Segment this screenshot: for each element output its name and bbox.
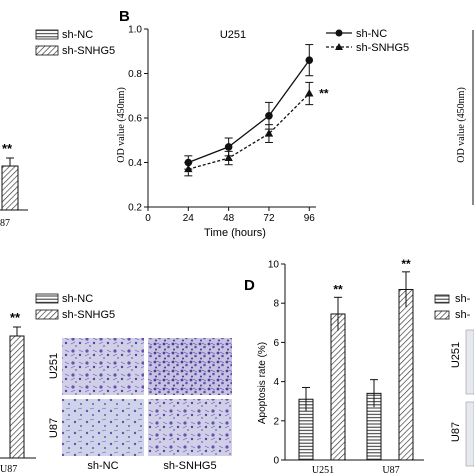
- data-point-triangle: [305, 89, 314, 97]
- tick-label-fragment: U87: [0, 464, 17, 474]
- legend-label-sh-nc: sh-NC: [62, 29, 93, 41]
- legend-swatch-sh-snhg5: [35, 309, 59, 320]
- legend-label-sh-nc: sh-NC: [62, 293, 93, 305]
- line-chart-axes: 0.2 0.4 0.6 0.8 1.0 0 24 48 72 96: [128, 25, 316, 224]
- fragment-right-top: OD value (450nm): [456, 30, 474, 205]
- panel-label-b: B: [119, 8, 130, 25]
- line-y-axis-label: OD value (450nm): [116, 87, 127, 163]
- bar-u251-sh-snhg5: [330, 313, 346, 461]
- chart-title: U251: [220, 29, 246, 41]
- line-x-axis-label: Time (hours): [204, 227, 266, 239]
- micrograph-col-label-sh-snhg5: sh-SNHG5: [163, 460, 216, 472]
- significance-mark: **: [2, 141, 13, 156]
- micrograph-u251-sh-snhg5: [148, 338, 232, 395]
- legend-label-sh-snhg5: sh-SNHG5: [356, 42, 409, 54]
- panel-label-d: D: [244, 277, 255, 294]
- line-x-tick-label: 72: [263, 213, 275, 224]
- legend-swatch-sh-nc: [35, 29, 59, 40]
- flow-plot-fragment: [465, 329, 474, 395]
- data-point-triangle: [224, 153, 233, 162]
- micrograph-u87-sh-snhg5: [148, 399, 232, 456]
- bar-y-tick-label: 6: [273, 338, 279, 349]
- data-point-triangle: [184, 164, 193, 173]
- legend-swatch-fragment: [434, 294, 450, 304]
- micrograph-row-label-u87: U87: [48, 418, 60, 438]
- legend-label-fragment: sh-: [455, 309, 471, 321]
- line-x-tick-label: 0: [145, 213, 151, 224]
- bar-y-tick-label: 10: [268, 260, 280, 271]
- panel-b: B U251 0.2 0.4 0.6 0.8 1.0 0 24 48 72 96 ** Time …: [116, 8, 409, 239]
- line-y-tick-label: 0.8: [128, 69, 142, 80]
- legend-label-fragment: sh-: [455, 293, 471, 305]
- legend-swatch-sh-nc: [35, 293, 59, 304]
- data-point-circle: [265, 111, 273, 120]
- bar-y-axis-label: Apoptosis rate (%): [257, 342, 268, 424]
- significance-mark: **: [333, 282, 343, 296]
- line-y-tick-label: 0.4: [128, 158, 142, 169]
- data-point-triangle: [264, 129, 274, 137]
- legend-label-sh-snhg5: sh-SNHG5: [62, 45, 115, 57]
- legend-label-sh-snhg5: sh-SNHG5: [62, 309, 115, 321]
- bar-y-tick-label: 8: [273, 299, 279, 310]
- micrograph-col-label-sh-nc: sh-NC: [87, 460, 118, 472]
- bar-fragment: [9, 335, 25, 459]
- flow-plot-fragment: [465, 401, 474, 467]
- micrograph-row-label-u251: U251: [48, 353, 60, 379]
- legend-label-sh-nc: sh-NC: [356, 28, 387, 40]
- line-y-tick-label: 0.2: [128, 203, 142, 214]
- bar-u87-sh-snhg5: [398, 288, 414, 461]
- line-y-tick-label: 1.0: [128, 25, 142, 36]
- line-series-sh-nc: [188, 59, 310, 164]
- fragment-left-bottom: sh-NC sh-SNHG5 ** U87: [0, 293, 115, 474]
- line-series-sh-snhg5: [188, 93, 310, 170]
- bar-y-tick-label: 2: [273, 416, 279, 427]
- line-y-tick-label: 0.6: [128, 114, 142, 125]
- bar-x-tick-label: U87: [382, 465, 399, 474]
- line-legend: sh-NC sh-SNHG5: [326, 28, 409, 54]
- legend-marker-sh-snhg5: [335, 43, 343, 50]
- line-significance-mark: **: [319, 87, 329, 101]
- legend-swatch-fragment: [434, 310, 450, 320]
- panel-d: D 0 2 4 6 8 10 U251 U87 ** ** Apoptosis rate (%): [244, 257, 424, 474]
- line-x-tick-label: 48: [223, 213, 235, 224]
- micrograph-u87-sh-nc: [62, 399, 144, 456]
- line-x-tick-label: 24: [183, 213, 195, 224]
- micrograph-u251-sh-nc: [62, 338, 144, 395]
- micrograph-grid: U251 U87 sh-NC sh-SNHG5: [48, 338, 232, 472]
- significance-mark: **: [10, 310, 21, 325]
- bar-y-tick-label: 4: [273, 377, 279, 388]
- data-point-circle: [305, 56, 314, 64]
- line-chart-series: [184, 44, 314, 177]
- bar-y-tick-label: 0: [273, 456, 279, 467]
- line-x-tick-label: 96: [304, 213, 316, 224]
- fragment-left-top: sh-NC sh-SNHG5 ** 87: [0, 29, 115, 229]
- fragment-row-label-u87: U87: [450, 422, 462, 442]
- legend-marker-sh-nc: [335, 29, 343, 37]
- fragment-row-label-u251: U251: [450, 342, 462, 368]
- bar-x-tick-label: U251: [312, 465, 334, 474]
- tick-label-fragment: 87: [0, 218, 10, 229]
- legend-swatch-sh-snhg5: [35, 45, 59, 56]
- fragment-right-bottom: sh- sh- U251 U87: [434, 293, 474, 467]
- fragment-y-axis-label: OD value (450nm): [456, 87, 467, 163]
- data-point-circle: [224, 143, 233, 151]
- significance-mark: **: [401, 257, 411, 271]
- bar-fragment: [1, 165, 19, 211]
- bar-chart-series: ** **: [298, 257, 414, 461]
